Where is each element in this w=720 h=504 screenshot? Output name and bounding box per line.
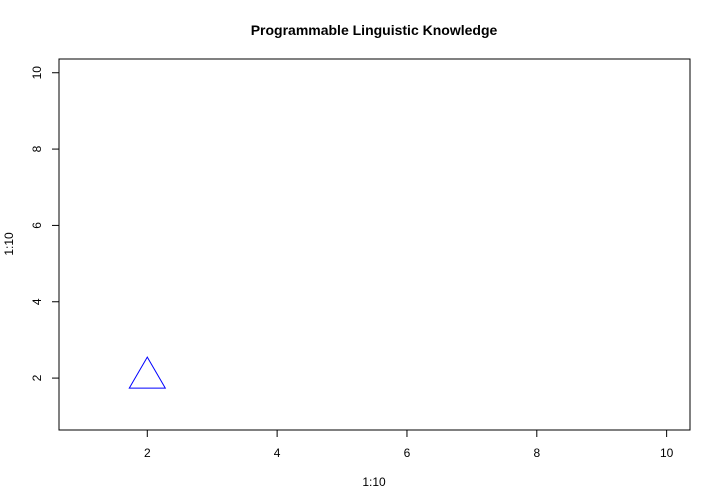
data-points [128, 356, 167, 389]
x-tick-label: 2 [144, 446, 151, 460]
y-tick-label: 10 [30, 66, 44, 80]
y-tick-label: 2 [30, 374, 44, 381]
x-tick-label: 4 [274, 446, 281, 460]
y-tick-label: 6 [30, 222, 44, 229]
y-tick-label: 4 [30, 298, 44, 305]
x-tick-label: 6 [404, 446, 411, 460]
y-axis: 2 4 6 8 10 [30, 66, 59, 381]
plot-frame [58, 58, 691, 431]
y-tick-label: 8 [30, 145, 44, 152]
chart-title: Programmable Linguistic Knowledge [251, 22, 498, 38]
x-tick-label: 10 [660, 446, 674, 460]
x-tick-label: 8 [533, 446, 540, 460]
data-point-triangle [128, 356, 167, 389]
y-axis-label: 1:10 [2, 232, 16, 256]
x-axis: 2 4 6 8 10 [144, 430, 674, 460]
x-axis-label: 1:10 [362, 475, 386, 489]
